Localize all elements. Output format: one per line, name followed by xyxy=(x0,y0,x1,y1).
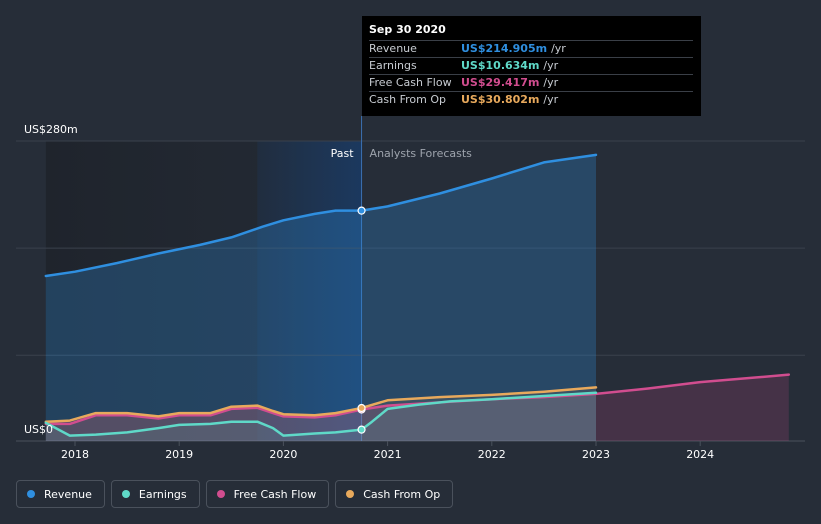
legend-item-free-cash-flow[interactable]: Free Cash Flow xyxy=(205,480,330,508)
cash-from-op-line xyxy=(44,386,598,423)
legend-dot-icon xyxy=(27,490,35,498)
hover-band xyxy=(257,141,362,441)
tooltip-row-name: Free Cash Flow xyxy=(369,76,452,89)
tooltip-row-unit: /yr xyxy=(543,76,559,89)
tooltip-row-revenue: Revenue US$214.905m /yr xyxy=(369,40,693,57)
legend: Revenue Earnings Free Cash Flow Cash Fro… xyxy=(16,480,454,508)
tooltip-row-earnings: Earnings US$10.634m /yr xyxy=(369,57,693,74)
past-label: Past xyxy=(331,147,355,160)
earnings-line xyxy=(44,391,598,437)
tooltip-row-name: Revenue xyxy=(369,42,417,55)
legend-label: Earnings xyxy=(138,487,187,501)
tooltip-row-value: US$30.802m xyxy=(461,93,540,106)
tooltip-row-unit: /yr xyxy=(551,42,566,55)
tooltip-date: Sep 30 2020 xyxy=(369,23,446,36)
legend-item-cash-from-op[interactable]: Cash From Op xyxy=(335,480,454,508)
tooltip-row-value: US$29.417m xyxy=(461,76,540,89)
x-tick-label: 2023 xyxy=(582,448,610,461)
legend-dot-icon xyxy=(121,490,130,498)
tooltip-row-cash-from-op: Cash From Op US$30.802m /yr xyxy=(369,91,693,108)
cash-from-op-marker xyxy=(357,403,366,413)
tooltip-row-unit: /yr xyxy=(543,93,559,106)
legend-label: Revenue xyxy=(44,487,92,501)
y-tick-label: US$0 xyxy=(24,423,53,436)
revenue-marker xyxy=(357,206,366,215)
tooltip-row-unit: /yr xyxy=(543,59,559,72)
legend-dot-icon xyxy=(216,490,225,498)
tooltip-row-name: Cash From Op xyxy=(369,93,447,106)
free-cash-flow-area xyxy=(45,374,789,441)
tooltip-row-value: US$10.634m xyxy=(461,59,540,72)
x-tick-label: 2022 xyxy=(478,448,506,461)
tooltip-row-name: Earnings xyxy=(369,59,417,72)
x-tick-label: 2018 xyxy=(61,448,89,461)
tooltip-row-free-cash-flow: Free Cash Flow US$29.417m /yr xyxy=(369,74,693,91)
y-tick-label: US$280m xyxy=(24,123,78,136)
legend-dot-icon xyxy=(346,490,355,498)
x-tick-label: 2024 xyxy=(686,448,714,461)
earnings-area xyxy=(45,392,597,441)
revenue-area xyxy=(45,154,597,441)
tooltip-row-value: US$214.905m xyxy=(461,42,548,55)
tooltip: Sep 30 2020 Revenue US$214.905m /yr Earn… xyxy=(362,16,701,116)
x-tick-label: 2019 xyxy=(165,448,193,461)
free-cash-flow-line xyxy=(44,373,791,426)
legend-label: Free Cash Flow xyxy=(233,487,317,501)
legend-item-revenue[interactable]: Revenue xyxy=(16,480,105,508)
x-tick-label: 2021 xyxy=(374,448,402,461)
legend-item-earnings[interactable]: Earnings xyxy=(110,480,200,508)
revenue-line xyxy=(44,153,598,278)
forecast-label: Analysts Forecasts xyxy=(370,147,473,160)
legend-label: Cash From Op xyxy=(363,487,441,501)
x-tick-label: 2020 xyxy=(269,448,297,461)
earnings-marker xyxy=(357,425,366,434)
